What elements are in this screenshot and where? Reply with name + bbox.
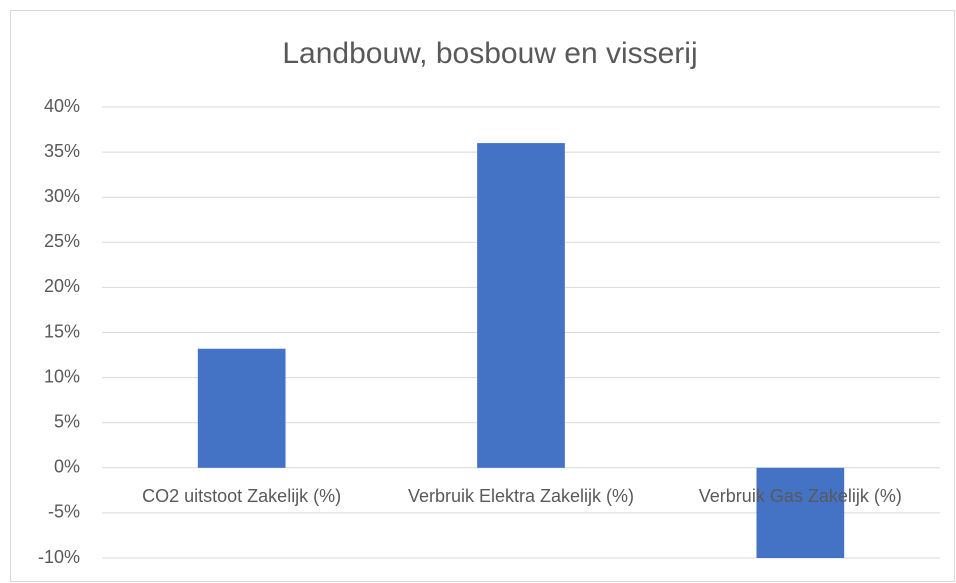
bar — [477, 143, 565, 468]
bar — [756, 467, 845, 558]
y-tick-label: 40% — [44, 96, 80, 116]
y-tick-label: -5% — [48, 502, 80, 522]
x-tick-label: Verbruik Gas Zakelijk (%) — [698, 485, 902, 506]
y-tick-label: 15% — [44, 321, 80, 341]
y-tick-label: 10% — [44, 366, 80, 386]
y-tick-label: -10% — [38, 547, 80, 567]
chart-title: Landbouw, bosbouw en visserij — [282, 37, 697, 70]
y-tick-label: 25% — [44, 231, 80, 251]
y-tick-label: 0% — [54, 457, 80, 477]
y-tick-label: 5% — [54, 411, 80, 431]
y-tick-label: 35% — [44, 141, 80, 161]
x-tick-label: Verbruik Elektra Zakelijk (%) — [407, 485, 635, 506]
bar — [197, 348, 286, 468]
x-tick-label: CO2 uitstoot Zakelijk (%) — [142, 485, 342, 506]
y-tick-label: 20% — [44, 276, 80, 296]
y-tick-label: 30% — [44, 186, 80, 206]
